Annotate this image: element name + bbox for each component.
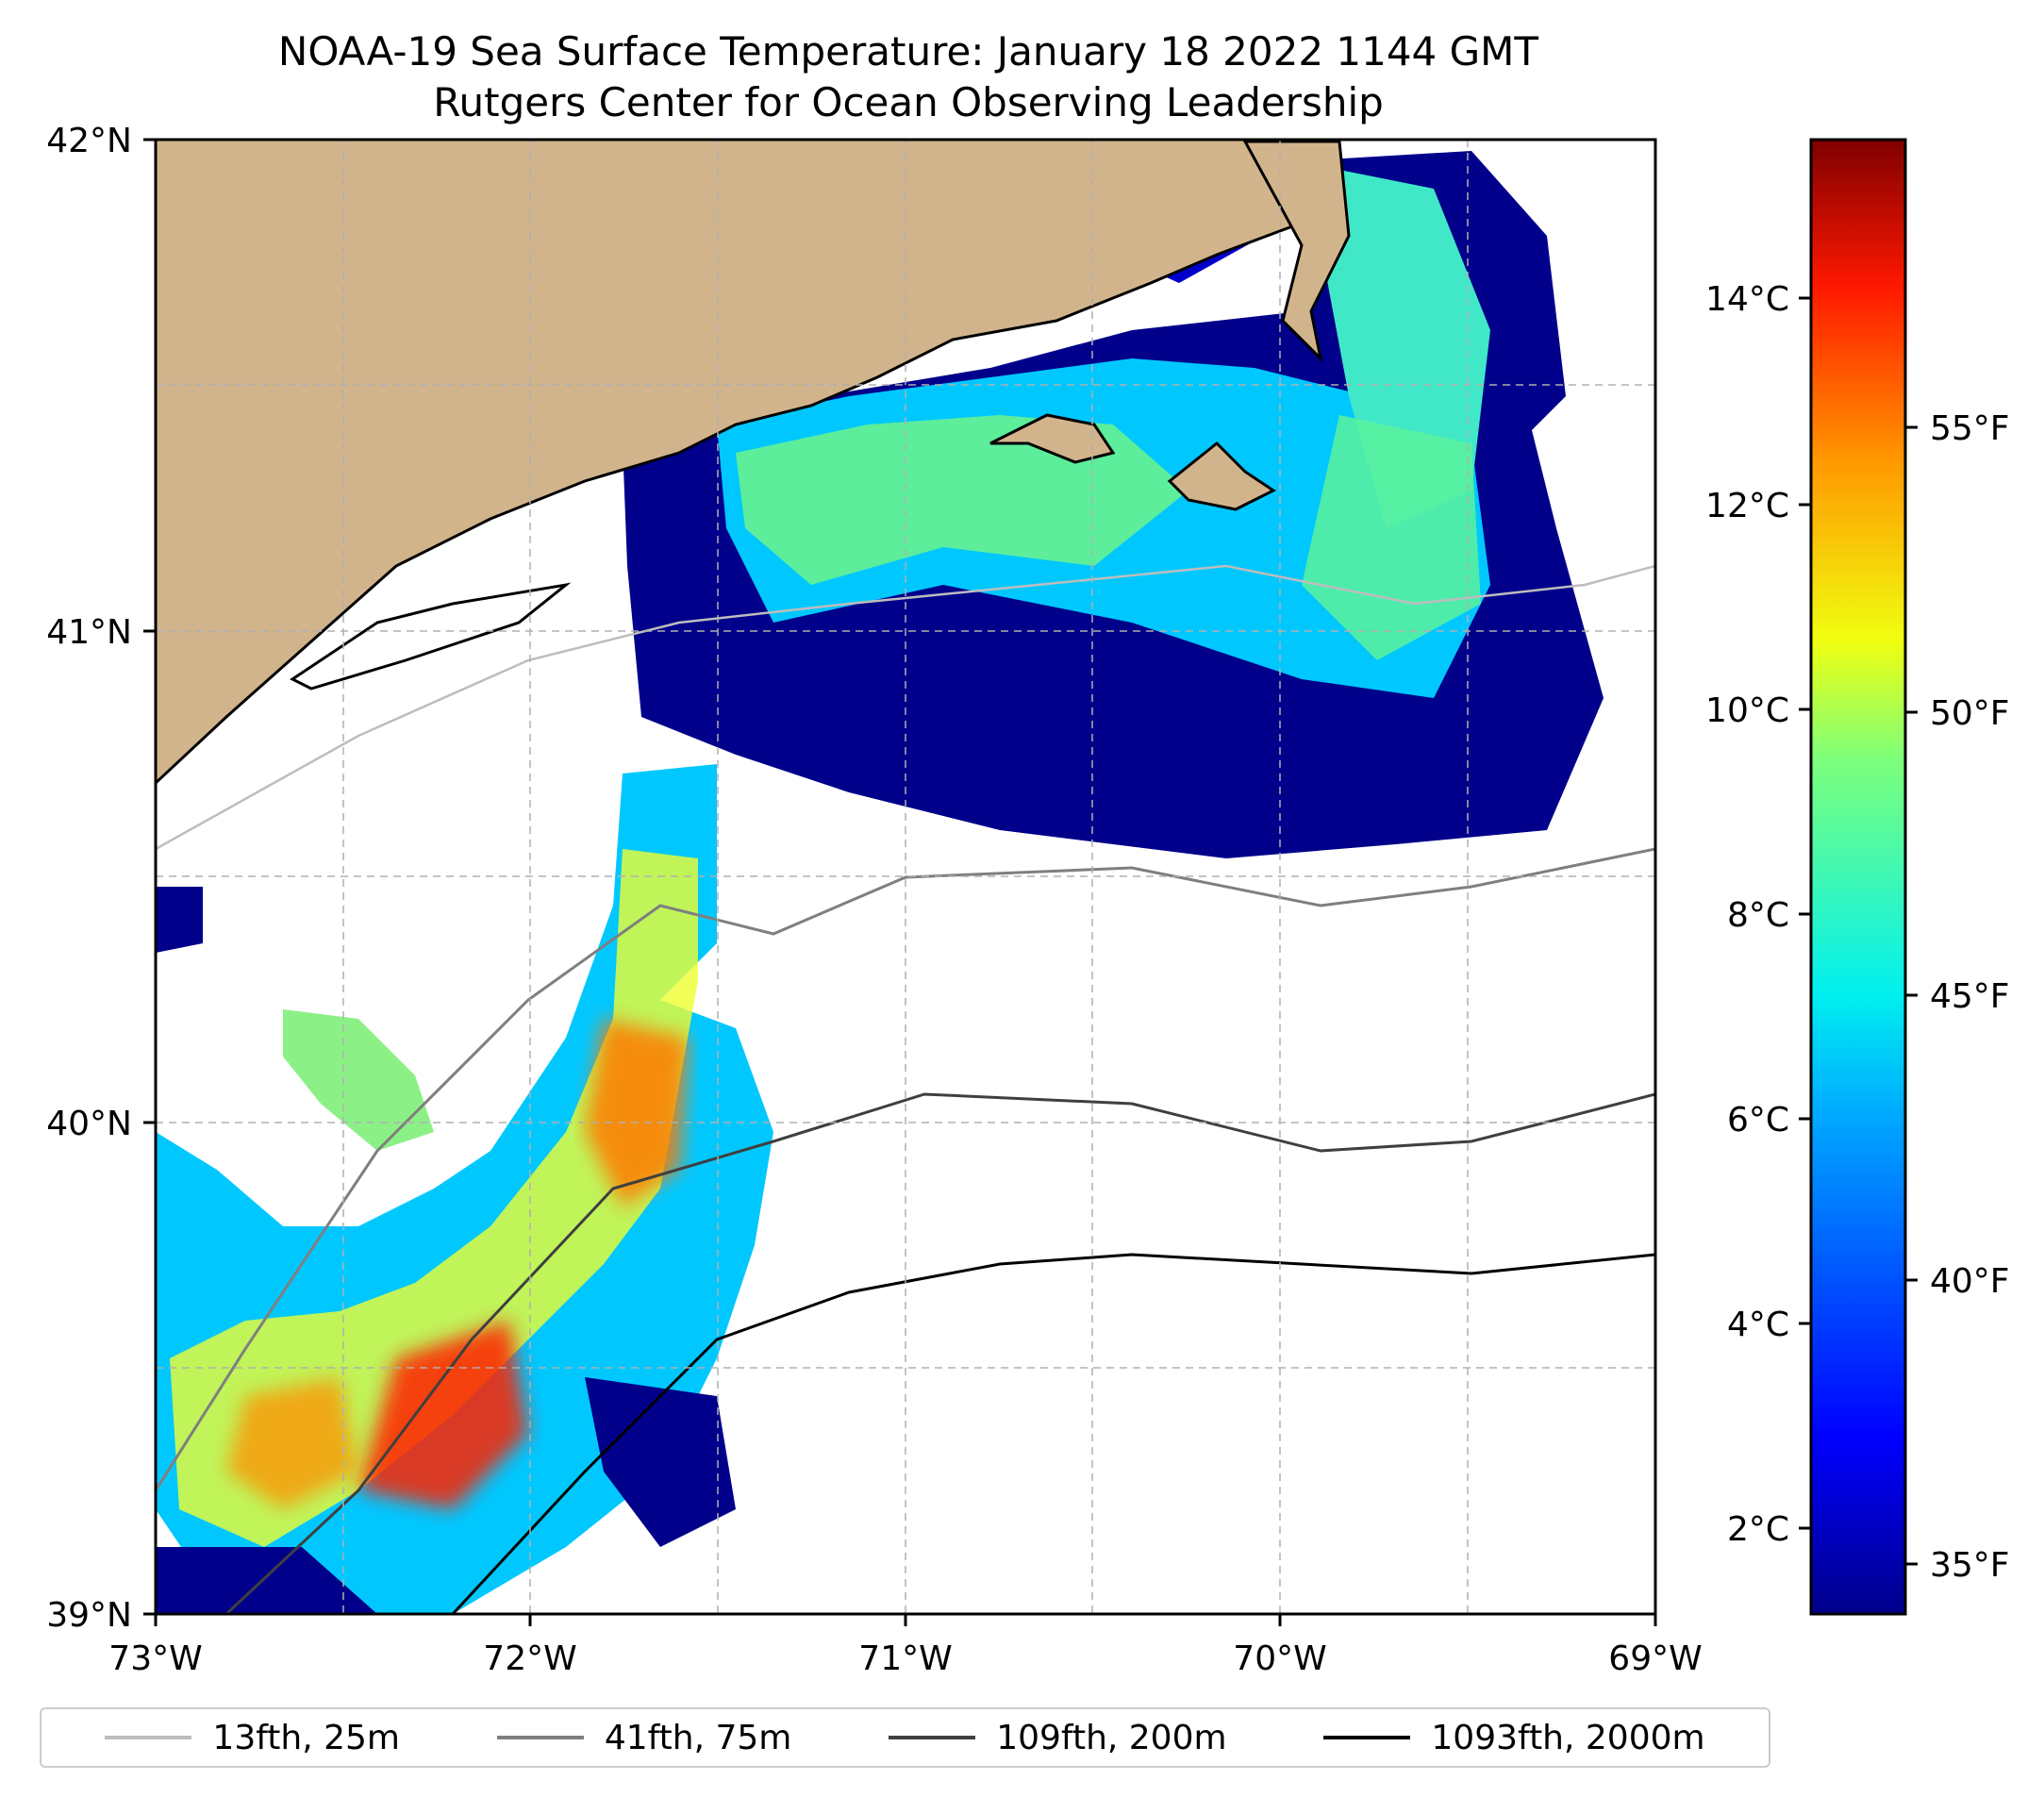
legend-swatch	[1323, 1736, 1411, 1739]
lon-label: 69°W	[1608, 1639, 1702, 1678]
graticule	[156, 140, 1655, 1614]
legend-label: 1093fth, 2000m	[1431, 1718, 1705, 1757]
colorbar-c-label: 10°C	[1705, 691, 1789, 730]
colorbar-c-label: 2°C	[1727, 1510, 1789, 1549]
map-title: NOAA-19 Sea Surface Temperature: January…	[277, 28, 1539, 75]
legend-label: 13fth, 25m	[212, 1718, 400, 1757]
colorbar-c-label: 12°C	[1705, 487, 1789, 525]
legend-swatch	[105, 1736, 192, 1739]
colorbar-f-label: 55°F	[1930, 409, 2010, 448]
colorbar-c-label: 4°C	[1727, 1306, 1789, 1344]
map-subtitle: Rutgers Center for Ocean Observing Leade…	[433, 79, 1384, 125]
lat-label: 40°N	[46, 1105, 132, 1143]
legend-item: 13fth, 25m	[105, 1719, 400, 1757]
land-mass	[156, 140, 1351, 786]
lon-label: 70°W	[1233, 1639, 1326, 1678]
legend-swatch	[496, 1736, 584, 1739]
lat-label: 42°N	[46, 122, 132, 160]
legend-item: 109fth, 200m	[889, 1718, 1227, 1757]
legend-swatch	[889, 1736, 976, 1739]
map-panel	[156, 140, 1655, 1614]
legend-item: 1093fth, 2000m	[1323, 1718, 1705, 1757]
colorbar	[1809, 138, 1907, 1616]
colorbar-f-label: 45°F	[1930, 977, 2010, 1016]
legend-item: 41fth, 75m	[496, 1718, 792, 1757]
colorbar-c-label: 8°C	[1727, 896, 1789, 935]
colorbar-f-label: 40°F	[1930, 1262, 2010, 1301]
lat-label: 39°N	[46, 1596, 132, 1635]
lon-label: 71°W	[858, 1639, 952, 1678]
colorbar-f-label: 50°F	[1930, 694, 2010, 733]
depth-contours	[156, 564, 1655, 1614]
lat-label: 41°N	[46, 613, 132, 652]
axis-ticks	[143, 138, 1657, 1626]
colorbar-c-label: 14°C	[1705, 280, 1789, 319]
legend-label: 41fth, 75m	[604, 1718, 792, 1757]
colorbar-ticks	[1799, 296, 1918, 1566]
lon-label: 72°W	[483, 1639, 576, 1678]
colorbar-f-label: 35°F	[1930, 1546, 2010, 1585]
lon-label: 73°W	[108, 1639, 202, 1678]
legend-label: 109fth, 200m	[996, 1718, 1227, 1757]
colorbar-c-label: 6°C	[1727, 1101, 1789, 1140]
contour-legend: 13fth, 25m 41fth, 75m 109fth, 200m 1093f…	[40, 1707, 1770, 1768]
